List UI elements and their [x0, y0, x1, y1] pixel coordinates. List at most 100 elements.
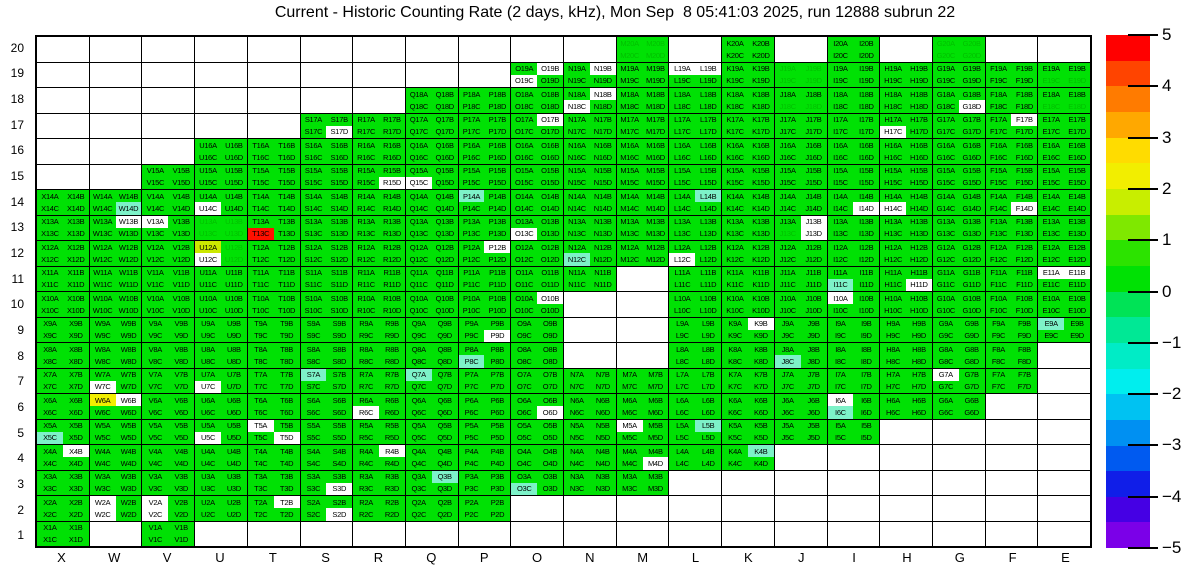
grid-quadrant: H9D	[906, 329, 932, 342]
grid-quadrant	[669, 521, 696, 534]
grid-quadrant	[89, 139, 116, 152]
grid-quadrant	[695, 508, 722, 521]
grid-quadrant: M6B	[642, 394, 669, 407]
grid-quadrant: S12A	[300, 241, 327, 254]
grid-quadrant: O13B	[537, 215, 563, 228]
grid-quadrant	[985, 419, 1012, 432]
grid-quadrant	[906, 533, 932, 546]
grid-cell-F2	[985, 496, 1038, 521]
grid-cell-R18	[353, 88, 405, 113]
grid-quadrant: P15D	[484, 176, 511, 189]
grid-cell-I1	[827, 521, 880, 546]
grid-cell-T3: T3A T3B T3C T3D	[247, 470, 300, 495]
grid-quadrant	[62, 88, 89, 101]
grid-cell-S9: S9A S9B S9C S9D	[300, 317, 353, 342]
grid-quadrant	[37, 74, 63, 87]
grid-quadrant: T2D	[273, 508, 300, 521]
grid-quadrant	[458, 74, 485, 87]
grid-quadrant	[906, 431, 932, 444]
grid-quadrant: X6B	[62, 394, 89, 407]
grid-quadrant: W8C	[89, 355, 116, 368]
grid-cell-X12: X12A X12B X12C X12D	[37, 241, 89, 266]
grid-quadrant: G11C	[932, 278, 959, 291]
grid-quadrant: N13D	[589, 227, 616, 240]
y-axis: 20 19 18 17 16 15 14 13 12 11 10 9 8 7 6 5 4 3 2 1	[0, 35, 29, 548]
colorbar-tick	[1128, 239, 1158, 242]
grid-quadrant: U8A	[195, 343, 221, 356]
grid-cell-F18: F18A F18B F18C F18D	[985, 88, 1038, 113]
grid-quadrant: U14C	[195, 202, 221, 215]
x-axis-label: I	[852, 550, 856, 565]
grid-quadrant: R8C	[353, 355, 380, 368]
grid-cell-T2: T2A T2B T2C T2D	[247, 496, 300, 521]
grid-cell-J11: J11A J11B J11C J11D	[774, 266, 827, 291]
grid-quadrant	[1064, 445, 1090, 458]
grid-quadrant: S4D	[326, 457, 353, 470]
x-axis-label: U	[215, 550, 225, 565]
grid-quadrant	[958, 521, 985, 534]
grid-quadrant	[484, 533, 511, 546]
grid-quadrant: R3C	[353, 482, 380, 495]
grid-quadrant: V9A	[142, 317, 169, 330]
grid-quadrant: U7B	[220, 368, 247, 381]
grid-cell-F6	[985, 394, 1038, 419]
grid-quadrant: M14C	[616, 202, 643, 215]
grid-quadrant: H15D	[906, 176, 932, 189]
grid-quadrant: X6D	[62, 406, 89, 419]
grid-quadrant	[695, 49, 722, 62]
colorbar-tick	[1128, 393, 1158, 396]
grid-quadrant: K12B	[747, 241, 774, 254]
grid-quadrant: W9C	[89, 329, 116, 342]
grid-quadrant	[37, 113, 63, 126]
grid-cell-X5: X5A X5B X5C X5D	[37, 419, 89, 444]
grid-quadrant: O19B	[537, 62, 563, 75]
grid-quadrant	[168, 62, 195, 75]
grid-quadrant	[458, 533, 485, 546]
grid-quadrant	[564, 329, 590, 342]
grid-quadrant: P17C	[458, 125, 485, 138]
grid-quadrant	[247, 100, 274, 113]
grid-cell-P15: P15A P15B P15C P15D	[458, 164, 511, 189]
grid-quadrant: Q14D	[431, 202, 458, 215]
grid-quadrant: P11A	[458, 266, 485, 279]
grid-quadrant: S2C	[300, 508, 327, 521]
grid-quadrant	[880, 419, 907, 432]
grid-quadrant	[353, 100, 380, 113]
grid-quadrant: W13B	[115, 215, 142, 228]
grid-quadrant: V8D	[168, 355, 195, 368]
grid-quadrant: I17A	[827, 113, 854, 126]
grid-cell-Q1	[405, 521, 458, 546]
grid-quadrant: X14B	[62, 190, 89, 203]
grid-quadrant	[379, 100, 405, 113]
grid-quadrant: K11C	[722, 278, 748, 291]
grid-cell-Q18: Q18A Q18B Q18C Q18D	[405, 88, 458, 113]
grid-quadrant: I13A	[827, 215, 854, 228]
grid-quadrant	[985, 49, 1012, 62]
grid-cell-T18	[247, 88, 300, 113]
grid-quadrant: L8D	[695, 355, 722, 368]
grid-quadrant: Q9A	[405, 317, 432, 330]
grid-cell-T6: T6A T6B T6C T6D	[247, 394, 300, 419]
grid-quadrant: E9C	[1038, 329, 1065, 342]
grid-quadrant: O12D	[537, 253, 563, 266]
grid-quadrant: P5B	[484, 419, 511, 432]
colorbar-band	[1106, 368, 1150, 395]
grid-quadrant: R13C	[353, 227, 380, 240]
grid-quadrant: S15D	[326, 176, 353, 189]
grid-quadrant: P11D	[484, 278, 511, 291]
grid-cell-U12: U12A U12B U12C U12D	[195, 241, 247, 266]
grid-quadrant: Q18B	[431, 88, 458, 101]
grid-quadrant: S4A	[300, 445, 327, 458]
grid-quadrant: H14C	[880, 202, 907, 215]
grid-quadrant: P2A	[458, 496, 485, 509]
grid-quadrant: Q6C	[405, 406, 432, 419]
grid-quadrant: K10B	[747, 292, 774, 305]
grid-quadrant: P10C	[458, 304, 485, 317]
grid-quadrant: W13C	[89, 227, 116, 240]
grid-quadrant	[484, 74, 511, 87]
grid-quadrant: F11C	[985, 278, 1012, 291]
grid-cell-S11: S11A S11B S11C S11D	[300, 266, 353, 291]
grid-quadrant: N3C	[564, 482, 590, 495]
grid-quadrant: P14D	[484, 202, 511, 215]
grid-quadrant	[273, 521, 300, 534]
